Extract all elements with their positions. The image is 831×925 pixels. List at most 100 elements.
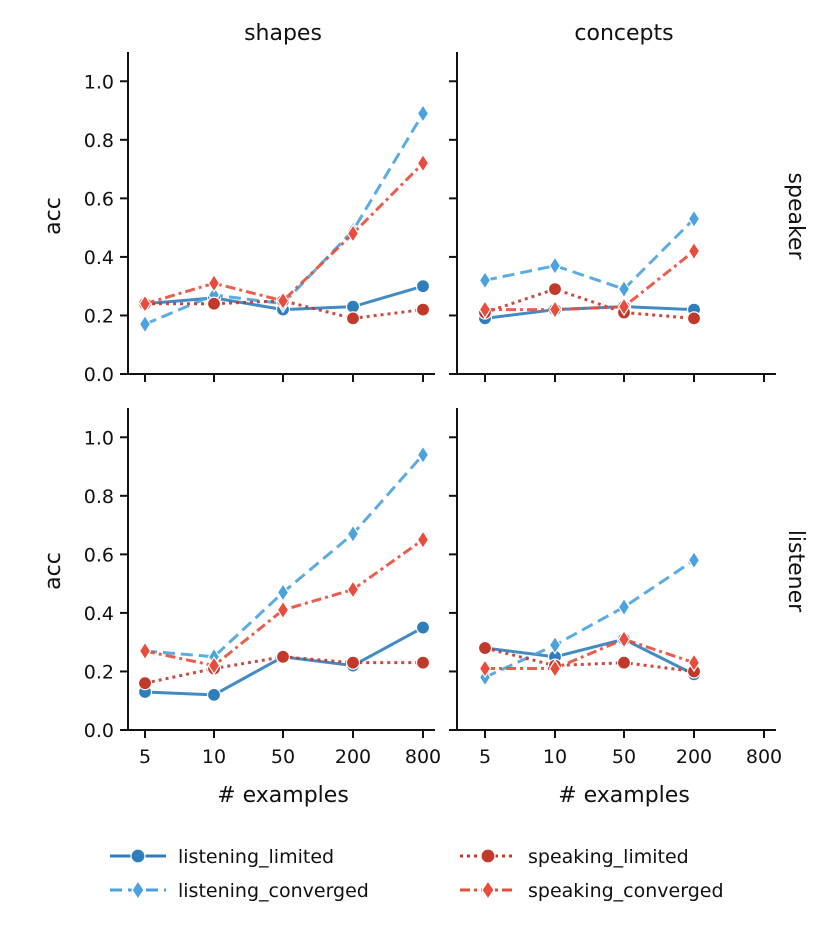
series-line-listening_converged — [484, 558, 695, 679]
data-point-speaking_converged — [138, 641, 152, 661]
y-tick-label: 0.2 — [84, 305, 114, 327]
data-point-speaking_converged — [416, 153, 430, 173]
data-point-speaking_limited — [206, 296, 222, 311]
row-title-listener: listener — [783, 530, 808, 613]
data-point-listening_converged — [276, 582, 290, 603]
x-tick-label: 50 — [271, 746, 295, 768]
data-point-speaking_converged — [346, 223, 360, 244]
y-tick-label: 0.2 — [84, 661, 114, 683]
legend-marker-speaking_limited — [480, 848, 496, 864]
y-tick-label: 0.8 — [84, 486, 114, 508]
chart-panels: 0.0 0.2 0.4 0.6 0.8 1.00.0 0.2 0.4 0.6 0.8 1.0 5 10 5… — [84, 52, 782, 768]
panel-speaker-shapes: 0.0 0.2 0.4 0.6 0.8 1.0 — [84, 52, 435, 386]
y-axis-label-bottom: acc — [41, 552, 66, 590]
panel-listener-shapes: 0.0 0.2 0.4 0.6 0.8 1.0 5 10 50 200 800 — [84, 408, 441, 768]
data-point-speaking_limited — [616, 655, 632, 670]
x-tick-label: 800 — [405, 746, 441, 768]
x-axis-label-left: # examples — [217, 783, 349, 808]
data-point-listening_converged — [548, 256, 562, 276]
data-point-speaking_limited — [415, 302, 431, 317]
data-point-listening_limited — [415, 620, 431, 635]
data-point-speaking_converged — [478, 658, 492, 679]
y-tick-label: 0.8 — [84, 130, 114, 152]
data-point-speaking_converged — [276, 291, 290, 311]
data-point-speaking_converged — [138, 294, 152, 314]
data-point-listening_converged — [687, 209, 701, 229]
y-tick-label: 0.4 — [84, 247, 114, 269]
y-tick-label: 0.0 — [84, 720, 114, 742]
series-speaking_converged — [478, 629, 701, 679]
y-tick-label: 1.0 — [84, 427, 114, 449]
x-axis-label-right: # examples — [558, 783, 690, 808]
data-point-listening_converged — [416, 103, 430, 124]
legend-label-speaking_limited: speaking_limited — [528, 846, 689, 868]
series-speaking_limited — [137, 649, 431, 691]
legend-label-listening_limited: listening_limited — [178, 846, 334, 868]
y-axis-label-top: acc — [41, 197, 66, 235]
y-tick-label: 0.6 — [84, 544, 114, 566]
y-tick-label: 0.4 — [84, 603, 114, 625]
row-title-speaker: speaker — [783, 173, 808, 261]
legend-label-listening_converged: listening_converged — [178, 880, 369, 902]
data-point-speaking_limited — [137, 676, 153, 691]
x-tick-label: 50 — [612, 746, 636, 768]
data-point-speaking_limited — [345, 655, 361, 670]
series-speaking_converged — [138, 153, 430, 314]
data-point-listening_limited — [415, 279, 431, 294]
data-point-speaking_converged — [687, 653, 701, 673]
data-point-listening_converged — [346, 524, 360, 544]
data-point-speaking_converged — [617, 297, 631, 317]
series-line-listening_limited — [484, 637, 695, 676]
data-point-speaking_converged — [207, 655, 221, 676]
data-point-speaking_limited — [477, 640, 493, 656]
series-speaking_converged — [478, 241, 701, 320]
panel-speaker-concepts — [449, 52, 776, 382]
panel-listener-concepts: 5 10 50 200 800 — [449, 408, 782, 768]
legend-marker-speaking_converged — [481, 879, 495, 901]
data-point-listening_converged — [478, 270, 492, 290]
x-tick-label: 10 — [543, 746, 567, 768]
data-point-speaking_converged — [548, 299, 562, 320]
data-point-listening_converged — [687, 550, 701, 570]
data-point-listening_converged — [416, 445, 430, 465]
data-point-speaking_converged — [207, 273, 221, 293]
data-point-speaking_limited — [345, 311, 361, 326]
series-listening_limited — [477, 632, 702, 682]
series-listening_converged — [478, 209, 701, 299]
series-line-listening_converged — [484, 217, 696, 291]
series-speaking_converged — [138, 530, 430, 676]
data-point-speaking_limited — [275, 649, 291, 664]
series-line-speaking_converged — [144, 162, 425, 306]
data-point-listening_limited — [345, 299, 361, 314]
x-tick-label: 800 — [746, 746, 782, 768]
x-tick-label: 10 — [202, 746, 226, 768]
data-point-speaking_converged — [276, 600, 290, 620]
series-speaking_limited — [477, 282, 702, 326]
series-line-speaking_limited — [484, 646, 695, 673]
data-point-speaking_converged — [416, 530, 430, 550]
series-line-speaking_limited — [145, 299, 424, 320]
legend-marker-listening_converged — [131, 879, 145, 901]
x-tick-label: 5 — [479, 746, 491, 768]
data-point-speaking_converged — [346, 579, 360, 600]
data-point-speaking_converged — [687, 241, 701, 261]
series-line-listening_limited — [484, 305, 695, 320]
series-line-speaking_converged — [485, 249, 695, 312]
series-line-speaking_converged — [144, 538, 424, 668]
col-title-shapes: shapes — [244, 21, 322, 46]
data-point-speaking_converged — [617, 629, 631, 649]
series-line-listening_converged — [144, 453, 425, 659]
data-point-speaking_limited — [415, 655, 431, 670]
data-point-listening_limited — [206, 687, 222, 702]
y-tick-label: 0.0 — [84, 364, 114, 386]
series-listening_converged — [478, 550, 701, 687]
x-tick-label: 200 — [335, 746, 371, 768]
x-tick-label: 5 — [139, 746, 151, 768]
legend-label-speaking_converged: speaking_converged — [528, 880, 724, 902]
y-tick-label: 0.6 — [84, 188, 114, 210]
series-line-speaking_limited — [484, 287, 695, 320]
legend-marker-listening_limited — [130, 848, 146, 864]
series-listening_converged — [138, 445, 430, 667]
x-tick-label: 200 — [676, 746, 712, 768]
